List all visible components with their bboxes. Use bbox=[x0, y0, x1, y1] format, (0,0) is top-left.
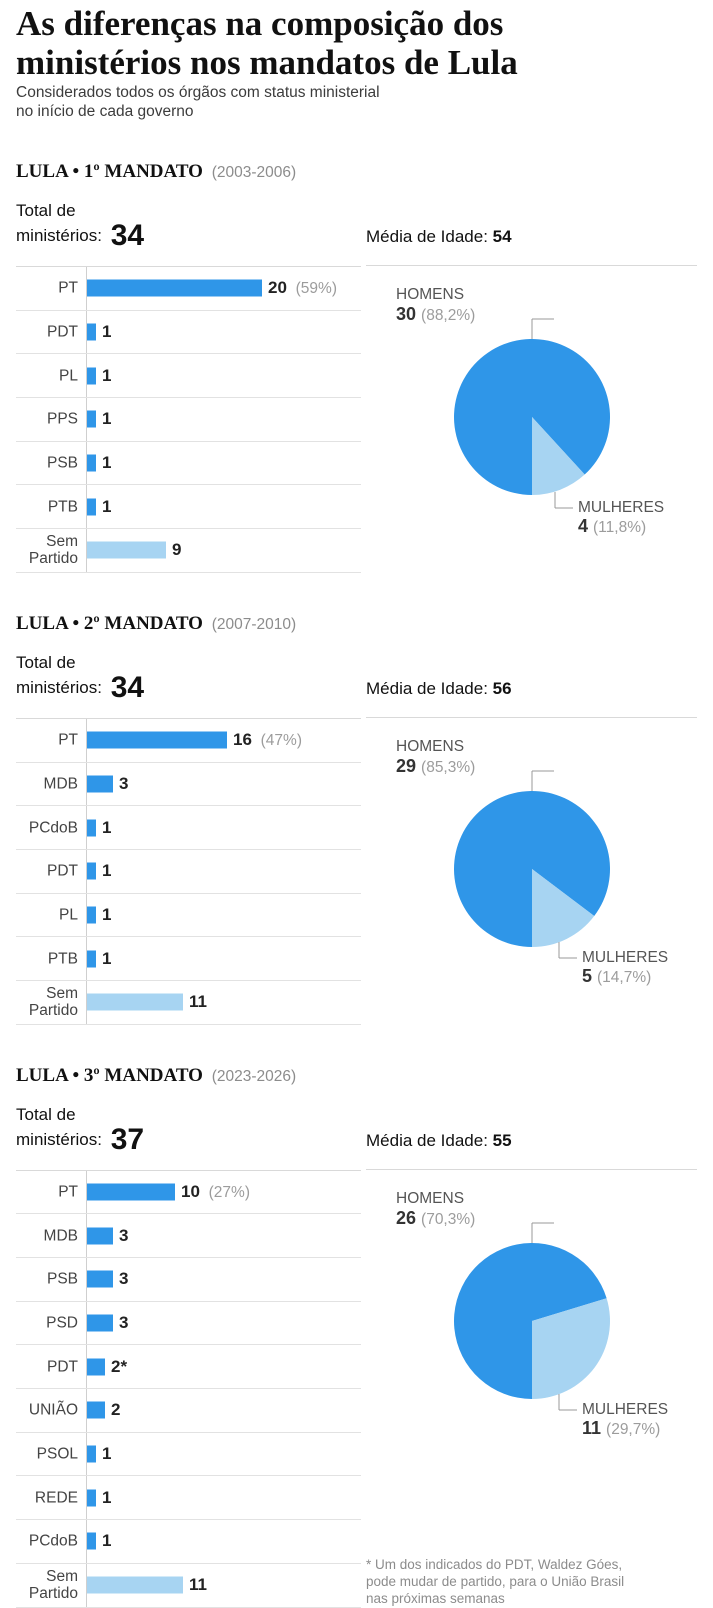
svg-text:MULHERES: MULHERES bbox=[582, 949, 668, 966]
svg-text:MULHERES: MULHERES bbox=[578, 499, 664, 516]
svg-text:11 (29,7%): 11 (29,7%) bbox=[582, 1418, 660, 1438]
svg-text:5 (14,7%): 5 (14,7%) bbox=[582, 966, 651, 986]
svg-text:29 (85,3%): 29 (85,3%) bbox=[396, 756, 475, 776]
svg-text:HOMENS: HOMENS bbox=[396, 738, 464, 755]
svg-text:HOMENS: HOMENS bbox=[396, 1190, 464, 1207]
svg-text:MULHERES: MULHERES bbox=[582, 1401, 668, 1418]
svg-text:30 (88,2%): 30 (88,2%) bbox=[396, 304, 475, 324]
svg-text:26 (70,3%): 26 (70,3%) bbox=[396, 1208, 475, 1228]
svg-text:4 (11,8%): 4 (11,8%) bbox=[578, 516, 646, 536]
svg-text:HOMENS: HOMENS bbox=[396, 286, 464, 303]
